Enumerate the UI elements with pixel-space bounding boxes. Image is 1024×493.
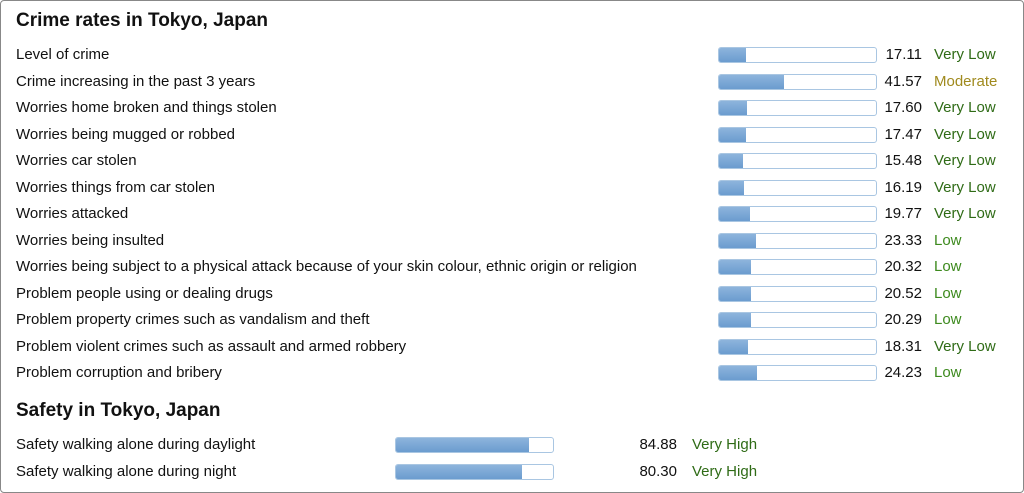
value: 20.29 (884, 311, 922, 328)
bar-track (718, 365, 877, 381)
bar-fill (719, 180, 745, 195)
level: Very High (692, 436, 758, 453)
level: Low (934, 284, 962, 302)
level: Very Low (934, 205, 996, 222)
bar-track (395, 437, 554, 453)
bar-fill (396, 438, 530, 452)
bar-fill (719, 366, 758, 380)
level: Very Low (934, 125, 996, 143)
level: Very Low (934, 152, 996, 169)
bar-track (718, 100, 877, 116)
value: 23.33 (884, 231, 922, 249)
bar-track (718, 47, 877, 63)
bar-track (718, 232, 877, 249)
row-label: Crime increasing in the past 3 years (16, 72, 256, 90)
value: 80.30 (639, 462, 677, 480)
value: 41.57 (884, 72, 922, 90)
level: Low (934, 364, 962, 381)
bar-fill (719, 48, 746, 62)
row-label: Safety walking alone during daylight (16, 436, 256, 453)
value: 20.52 (884, 284, 922, 302)
row-label: Problem corruption and bribery (16, 364, 222, 381)
row-label: Worries being insulted (16, 231, 165, 249)
value: 17.47 (884, 125, 922, 143)
value: 18.31 (884, 337, 922, 355)
value: 16.19 (884, 178, 922, 196)
bar-fill (719, 233, 756, 248)
row-label: Worries being mugged or robbed (16, 125, 236, 143)
row-label: Problem property crimes such as vandalis… (16, 311, 370, 328)
row-label: Problem people using or dealing drugs (16, 284, 273, 302)
bar-track (718, 153, 877, 169)
value: 84.88 (639, 436, 677, 453)
section-title: Safety in Tokyo, Japan (16, 400, 221, 421)
value: 24.23 (884, 364, 922, 381)
bar-fill (719, 154, 744, 168)
section-title: Crime rates in Tokyo, Japan (16, 10, 269, 31)
row-label: Worries attacked (16, 205, 129, 222)
row-label: Worries being subject to a physical atta… (16, 258, 637, 275)
level: Very Low (934, 178, 996, 196)
row-label: Worries things from car stolen (16, 178, 215, 196)
bar-fill (719, 101, 747, 115)
bar-fill (719, 127, 747, 142)
value: 17.60 (884, 99, 922, 116)
bar-fill (719, 313, 751, 327)
row-label: Problem violent crimes such as assault a… (16, 337, 407, 355)
bar-track (718, 312, 877, 328)
level: Very Low (934, 46, 996, 63)
bar-fill (719, 286, 752, 301)
level: Very Low (934, 337, 996, 355)
bar-track (718, 259, 877, 275)
bar-fill (719, 74, 785, 89)
value: 20.32 (884, 258, 922, 275)
bar-fill (719, 339, 748, 354)
bar-track (395, 463, 554, 480)
level: Low (934, 258, 962, 275)
value: 15.48 (884, 152, 922, 169)
row-label: Worries home broken and things stolen (16, 99, 277, 116)
level: Very Low (934, 99, 996, 116)
row-label: Worries car stolen (16, 152, 137, 169)
bar-fill (719, 207, 751, 221)
bar-track (718, 126, 877, 143)
row-label: Level of crime (16, 46, 110, 63)
bar-track (718, 338, 877, 355)
bar-fill (719, 260, 751, 274)
value: 19.77 (884, 205, 922, 222)
bar-track (718, 179, 877, 196)
bar-track (718, 285, 877, 302)
row-label: Safety walking alone during night (16, 462, 237, 480)
level: Moderate (934, 72, 998, 90)
bar-track (718, 206, 877, 222)
bar-fill (396, 464, 523, 479)
value: 17.11 (885, 46, 922, 63)
level: Low (934, 231, 962, 249)
level: Very High (692, 462, 758, 480)
bar-track (718, 73, 877, 90)
level: Low (934, 311, 962, 328)
